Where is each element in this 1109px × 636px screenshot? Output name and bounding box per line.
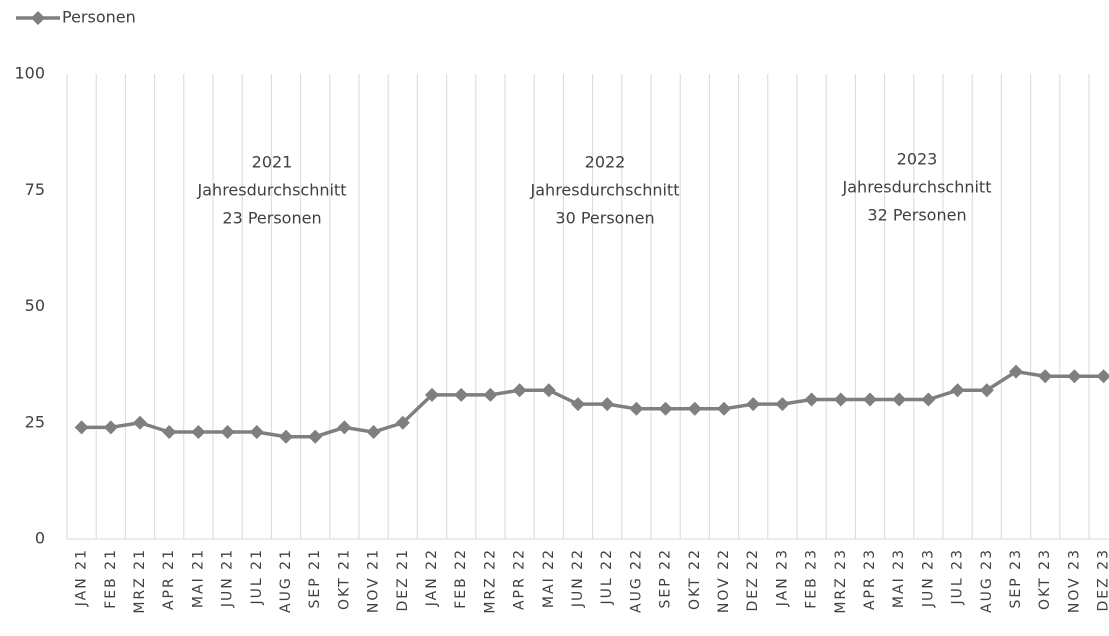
marker — [103, 420, 118, 435]
x-tick-label: AUG 21 — [278, 548, 294, 613]
x-tick-label: APR 22 — [512, 548, 528, 610]
marker — [483, 387, 498, 402]
marker — [746, 397, 761, 412]
x-tick-label: JUN 23 — [920, 548, 936, 608]
x-tick-label: AUG 22 — [628, 548, 644, 613]
marker — [191, 425, 206, 440]
y-tick-label: 25 — [25, 412, 45, 431]
marker — [658, 401, 673, 416]
x-tick-label: JUN 22 — [570, 548, 586, 608]
marker — [425, 387, 439, 402]
marker — [512, 383, 527, 398]
marker — [308, 429, 323, 444]
x-tick-label: MRZ 23 — [833, 548, 849, 614]
legend-marker — [31, 11, 45, 25]
x-tick-label: DEZ 22 — [745, 548, 761, 611]
x-tick-label: OKT 22 — [687, 548, 703, 610]
y-tick-label: 50 — [25, 296, 45, 315]
annotation: 2022 — [585, 153, 626, 172]
x-tick-label: MAI 22 — [541, 548, 557, 608]
x-tick-label: APR 21 — [161, 548, 177, 610]
marker — [279, 429, 293, 444]
marker — [74, 420, 89, 435]
x-tick-label: FEB 22 — [453, 548, 469, 609]
x-tick-label: MAI 23 — [891, 548, 907, 608]
x-tick-label: SEP 21 — [307, 548, 323, 608]
marker — [571, 397, 585, 412]
marker — [366, 425, 381, 440]
y-tick-label: 75 — [25, 180, 45, 199]
x-tick-label: APR 23 — [862, 548, 878, 610]
marker — [717, 401, 731, 416]
x-tick-label: JAN 21 — [74, 548, 90, 607]
marker — [892, 392, 907, 407]
annotation: 2021 — [252, 153, 293, 172]
annotation: Jahresdurchschnitt — [530, 181, 680, 200]
marker — [1038, 369, 1053, 384]
x-tick-label: JAN 22 — [424, 548, 440, 607]
marker — [395, 415, 410, 430]
marker — [454, 387, 469, 402]
marker — [687, 401, 702, 416]
x-tick-label: MAI 21 — [190, 548, 206, 608]
x-tick-label: NOV 23 — [1066, 548, 1082, 613]
x-tick-label: AUG 23 — [979, 548, 995, 613]
marker — [220, 425, 235, 440]
x-tick-label: OKT 21 — [336, 548, 352, 610]
annotation: 30 Personen — [555, 209, 654, 228]
legend-label: Personen — [62, 8, 136, 27]
marker — [600, 397, 615, 412]
x-tick-label: JUL 21 — [249, 548, 265, 605]
x-tick-label: SEP 23 — [1008, 548, 1024, 608]
marker — [337, 420, 352, 435]
y-tick-label: 100 — [14, 64, 45, 83]
x-tick-label: NOV 21 — [366, 548, 382, 613]
marker — [541, 383, 556, 398]
annotation: Jahresdurchschnitt — [842, 178, 992, 197]
y-tick-label: 0 — [35, 529, 45, 548]
x-tick-label: OKT 23 — [1037, 548, 1053, 610]
marker — [775, 397, 790, 412]
marker — [833, 392, 848, 407]
annotation: 32 Personen — [867, 206, 966, 225]
marker — [162, 425, 177, 440]
marker — [979, 383, 994, 398]
marker — [1009, 364, 1023, 379]
x-tick-label: FEB 21 — [103, 548, 119, 609]
x-tick-label: JUL 22 — [599, 548, 615, 605]
x-tick-label: FEB 23 — [804, 548, 820, 609]
x-tick-label: MRZ 21 — [132, 548, 148, 614]
annotation: 2023 — [897, 150, 938, 169]
marker — [133, 415, 147, 430]
marker — [1067, 369, 1082, 384]
marker — [863, 392, 877, 407]
x-tick-label: JUL 23 — [950, 548, 966, 605]
marker — [950, 383, 965, 398]
marker — [1096, 369, 1109, 384]
x-tick-label: DEZ 21 — [395, 548, 411, 611]
marker — [921, 392, 936, 407]
annotation: Jahresdurchschnitt — [197, 181, 347, 200]
x-tick-label: SEP 22 — [658, 548, 674, 608]
marker — [804, 392, 819, 407]
x-tick-label: MRZ 22 — [482, 548, 498, 614]
x-tick-label: NOV 22 — [716, 548, 732, 613]
x-tick-label: JUN 21 — [220, 548, 236, 608]
annotation: 23 Personen — [222, 209, 321, 228]
x-tick-label: DEZ 23 — [1096, 548, 1109, 611]
marker — [629, 401, 644, 416]
x-tick-label: JAN 23 — [774, 548, 790, 607]
marker — [249, 425, 264, 440]
